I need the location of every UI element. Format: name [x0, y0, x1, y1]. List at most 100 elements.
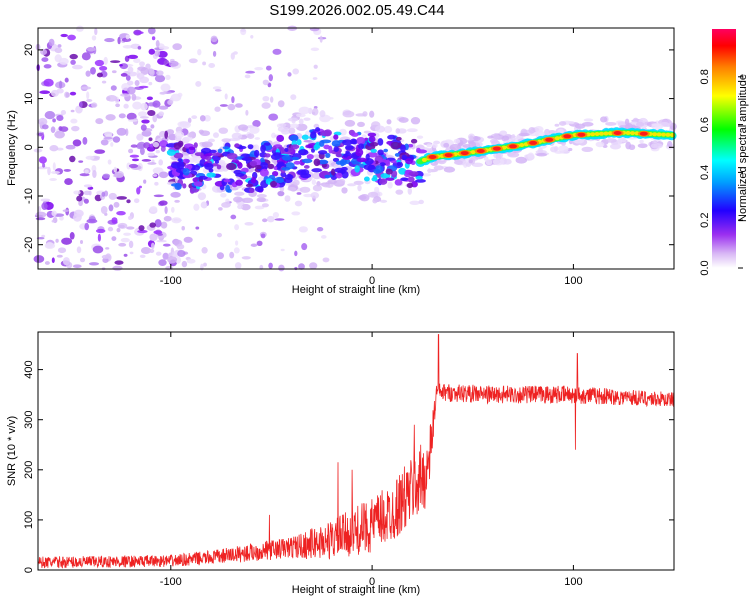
noise-blob: [37, 206, 42, 213]
noise-blob: [75, 105, 83, 114]
noise-blob: [149, 248, 155, 253]
ridge-core: [200, 147, 212, 154]
noise-blob: [38, 156, 47, 164]
noise-blob: [113, 172, 124, 178]
ridge-core: [217, 148, 223, 154]
ridge-halo: [234, 191, 245, 196]
ridge-core: [293, 160, 302, 165]
ridge-halo: [416, 135, 424, 139]
noise-blob: [118, 242, 127, 247]
noise-blob: [262, 79, 269, 86]
ridge-core: [250, 176, 257, 184]
ridge-halo: [624, 118, 630, 126]
ridge-core: [377, 159, 389, 165]
ridge-core: [263, 142, 271, 146]
noise-blob: [126, 199, 131, 204]
noise-blob: [58, 126, 63, 131]
ridge-halo: [483, 156, 489, 161]
noise-blob: [122, 45, 133, 49]
noise-blob: [47, 166, 51, 176]
noise-blob: [120, 237, 130, 243]
ridge-core: [356, 137, 366, 145]
ridge-halo: [432, 142, 438, 149]
noise-blob: [187, 117, 192, 124]
ridge-core: [661, 132, 666, 137]
noise-blob: [148, 48, 156, 55]
noise-blob: [162, 243, 171, 247]
noise-blob: [157, 50, 168, 58]
noise-blob: [44, 242, 56, 249]
noise-blob: [92, 170, 97, 178]
snr-series-line: [37, 334, 674, 569]
noise-blob: [158, 111, 165, 117]
noise-blob: [95, 118, 104, 125]
noise-blob: [136, 133, 144, 141]
noise-blob: [229, 251, 235, 259]
ridge-core: [408, 171, 419, 176]
noise-blob: [70, 59, 76, 65]
noise-blob: [56, 115, 64, 121]
noise-blob: [136, 143, 145, 150]
noise-blob: [92, 245, 104, 254]
noise-blob: [88, 262, 100, 266]
ridge-core: [193, 181, 203, 187]
noise-blob: [146, 96, 153, 101]
noise-blob: [41, 202, 48, 210]
ridge-halo: [543, 128, 551, 136]
ridge-core: [324, 174, 331, 179]
ridge-halo: [312, 184, 323, 192]
spectrogram-xtick-label: 100: [564, 275, 582, 287]
noise-blob: [60, 109, 67, 116]
ridge-halo: [374, 186, 380, 194]
spectrogram-ytick-label: -10: [23, 188, 35, 204]
ridge-halo: [290, 123, 299, 129]
ridge-halo: [200, 201, 208, 209]
noise-blob: [262, 218, 268, 223]
noise-blob: [116, 127, 127, 136]
noise-blob: [159, 140, 169, 148]
noise-blob: [287, 72, 292, 77]
ridge-halo: [507, 152, 520, 158]
noise-blob: [117, 36, 121, 45]
noise-blob: [309, 262, 318, 270]
noise-blob: [126, 112, 137, 121]
noise-blob: [84, 222, 90, 231]
ridge-core: [407, 143, 414, 148]
noise-blob: [320, 235, 327, 239]
noise-blob: [125, 34, 130, 40]
noise-blob: [33, 255, 45, 263]
noise-blob: [141, 119, 150, 124]
noise-blob: [158, 159, 164, 166]
noise-blob: [241, 256, 251, 260]
ridge-core: [665, 132, 671, 137]
noise-blob: [202, 61, 207, 66]
ridge-core: [372, 174, 378, 180]
colorbar-ticks: 0.0 0.2 0.4 0.6 0.8: [699, 69, 743, 276]
noise-blob: [67, 34, 76, 41]
noise-blob: [195, 80, 202, 87]
noise-blob: [43, 64, 52, 69]
ridge-halo: [528, 126, 536, 134]
ridge-core: [311, 168, 323, 173]
ridge-halo: [374, 125, 386, 133]
noise-blob: [132, 101, 142, 110]
ridge-core: [177, 158, 183, 162]
noise-blob: [42, 162, 46, 168]
noise-blob: [171, 251, 180, 258]
noise-blob: [103, 56, 108, 65]
noise-blob: [183, 236, 193, 243]
ridge-halo: [650, 142, 663, 149]
noise-blob: [244, 74, 251, 79]
ridge-halo: [220, 192, 227, 198]
noise-blob: [118, 113, 126, 119]
ridge-halo: [261, 203, 269, 208]
ridge-halo: [468, 159, 473, 164]
noise-blob: [158, 105, 169, 110]
noise-blob: [54, 47, 63, 54]
colorbar: 0.0 0.2 0.4 0.6 0.8 Normalized spectral ampl…: [699, 29, 749, 276]
noise-blob: [150, 242, 155, 250]
ridge-peak: [428, 155, 437, 159]
noise-blob: [97, 233, 101, 242]
noise-blob: [149, 206, 158, 213]
noise-blob: [64, 178, 73, 186]
